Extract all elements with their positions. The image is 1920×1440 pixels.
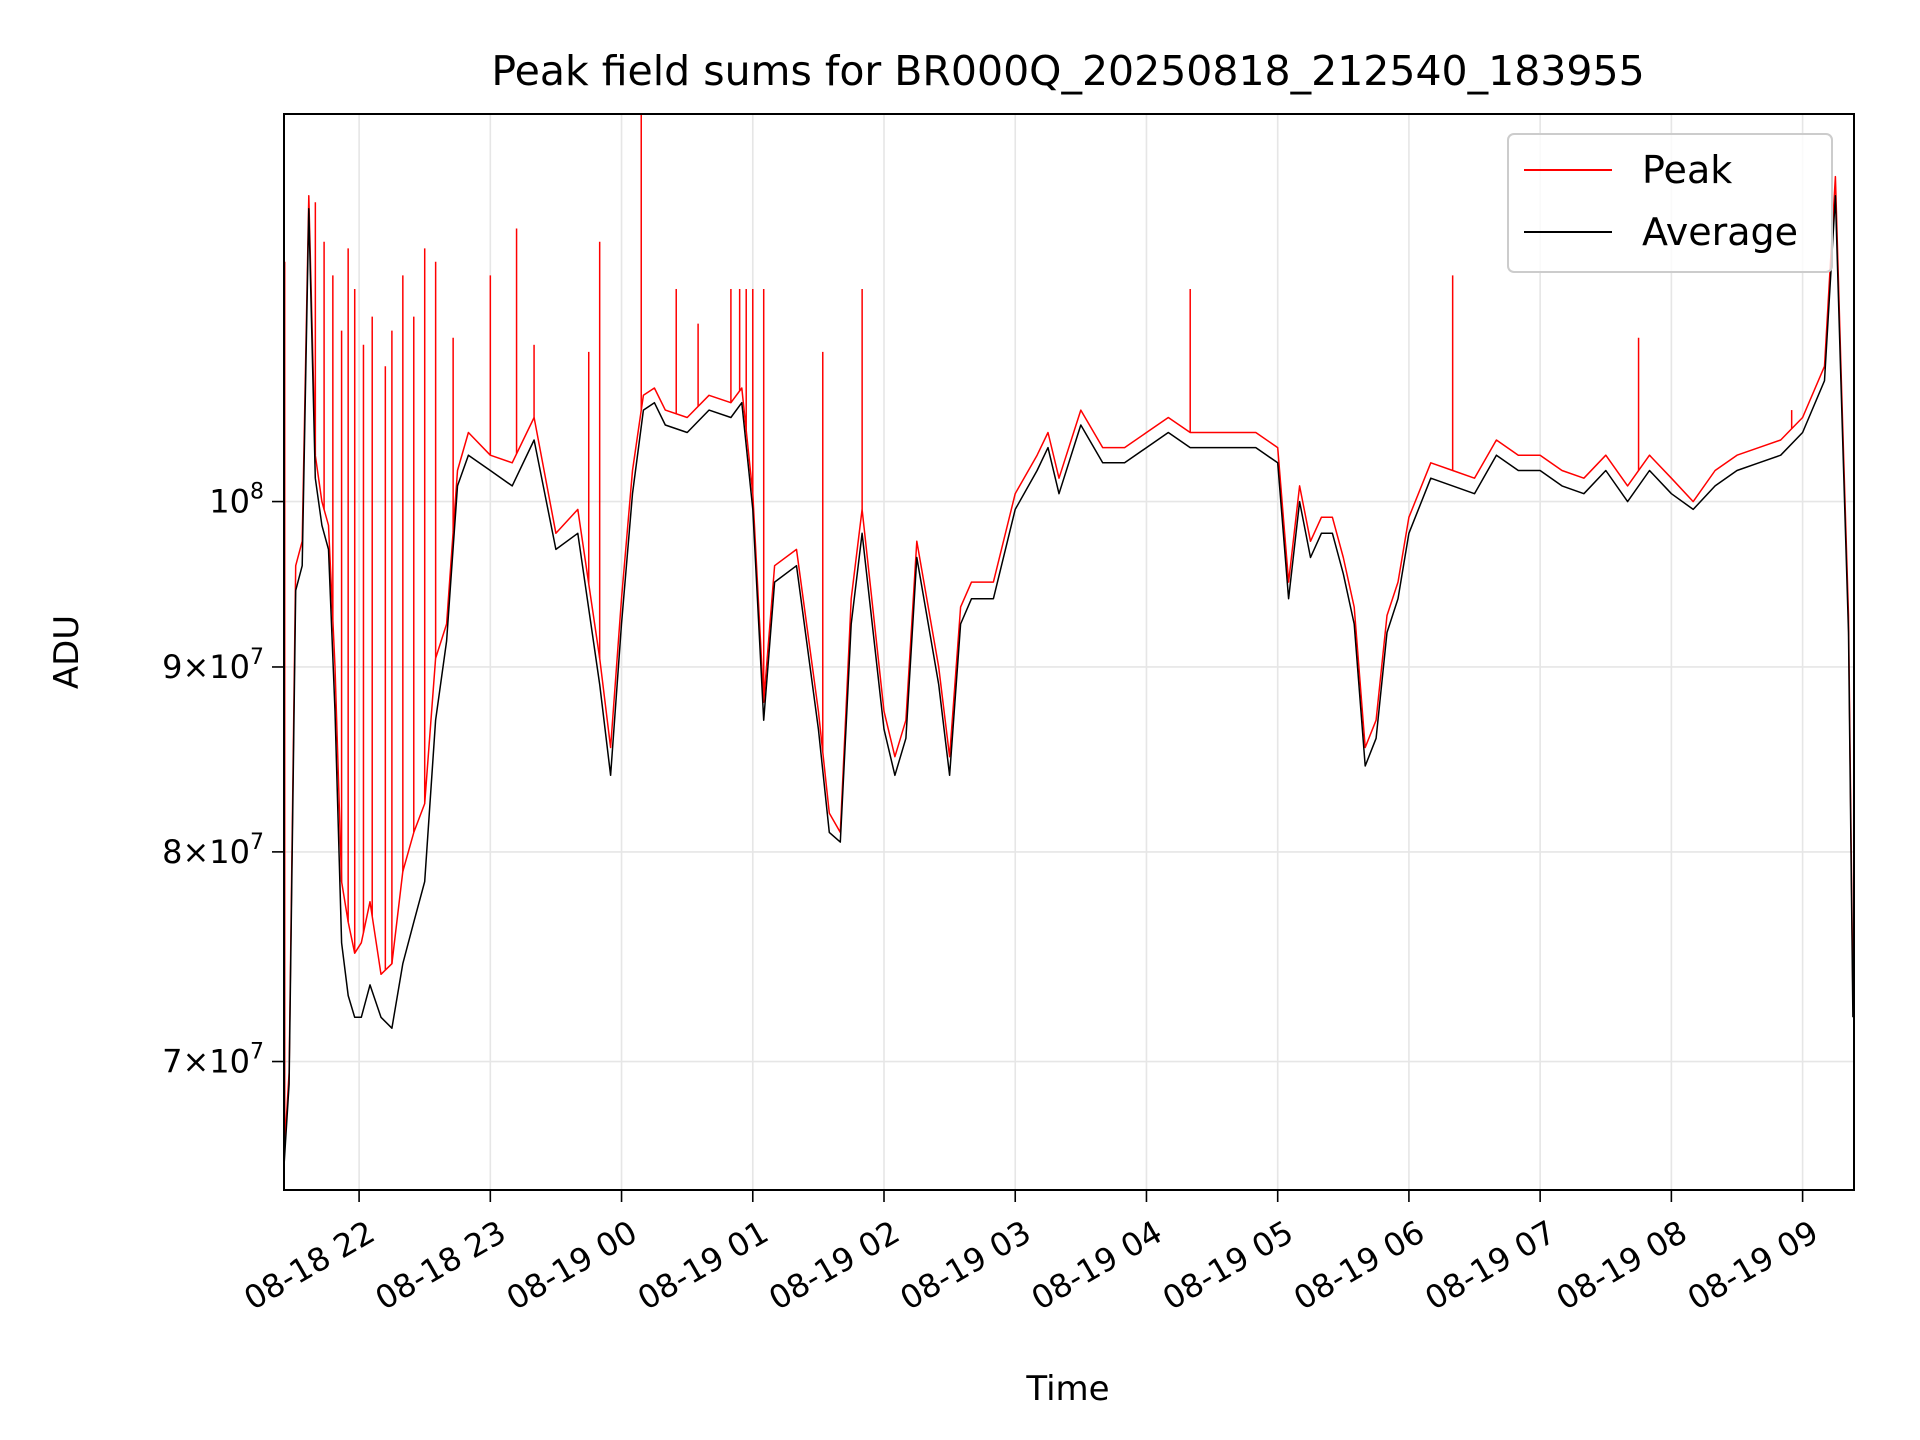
chart-title: Peak field sums for BR000Q_20250818_2125…: [491, 47, 1644, 95]
y-tick-label: 8×107: [162, 830, 264, 871]
series-line-average: [284, 195, 1854, 1178]
legend-peak-label: Peak: [1642, 148, 1732, 192]
y-tick-base: 10: [209, 1043, 250, 1081]
y-tick-mantissa: 9: [162, 648, 182, 686]
series-average: [284, 195, 1854, 1178]
y-tick-times: ×: [182, 833, 209, 871]
series-peak: [284, 114, 1854, 1171]
y-tick-times: ×: [182, 648, 209, 686]
y-tick-exponent: 7: [250, 830, 264, 855]
legend: Peak Average: [1507, 133, 1833, 273]
y-tick-exponent: 7: [250, 645, 264, 670]
y-tick-base: 10: [209, 648, 250, 686]
y-tick-base: 10: [209, 483, 250, 521]
series-line-peak: [284, 175, 1854, 1171]
y-axis-label: ADU: [47, 615, 87, 689]
plot-frame: [283, 113, 1855, 1191]
y-tick-times: ×: [182, 1043, 209, 1081]
x-axis-label: Time: [1025, 1369, 1109, 1409]
y-tick-label: 9×107: [162, 645, 264, 686]
y-tick-label: 7×107: [162, 1040, 264, 1081]
y-tick-label: 108: [209, 480, 264, 521]
y-tick-exponent: 7: [250, 1040, 264, 1065]
legend-average-label: Average: [1642, 210, 1798, 254]
legend-box: [1507, 133, 1833, 273]
y-tick-mantissa: 8: [162, 833, 182, 871]
y-tick-base: 10: [209, 833, 250, 871]
y-tick-mantissa: 7: [162, 1043, 182, 1081]
series-layer: [284, 114, 1854, 1178]
y-tick-exponent: 8: [250, 480, 264, 505]
